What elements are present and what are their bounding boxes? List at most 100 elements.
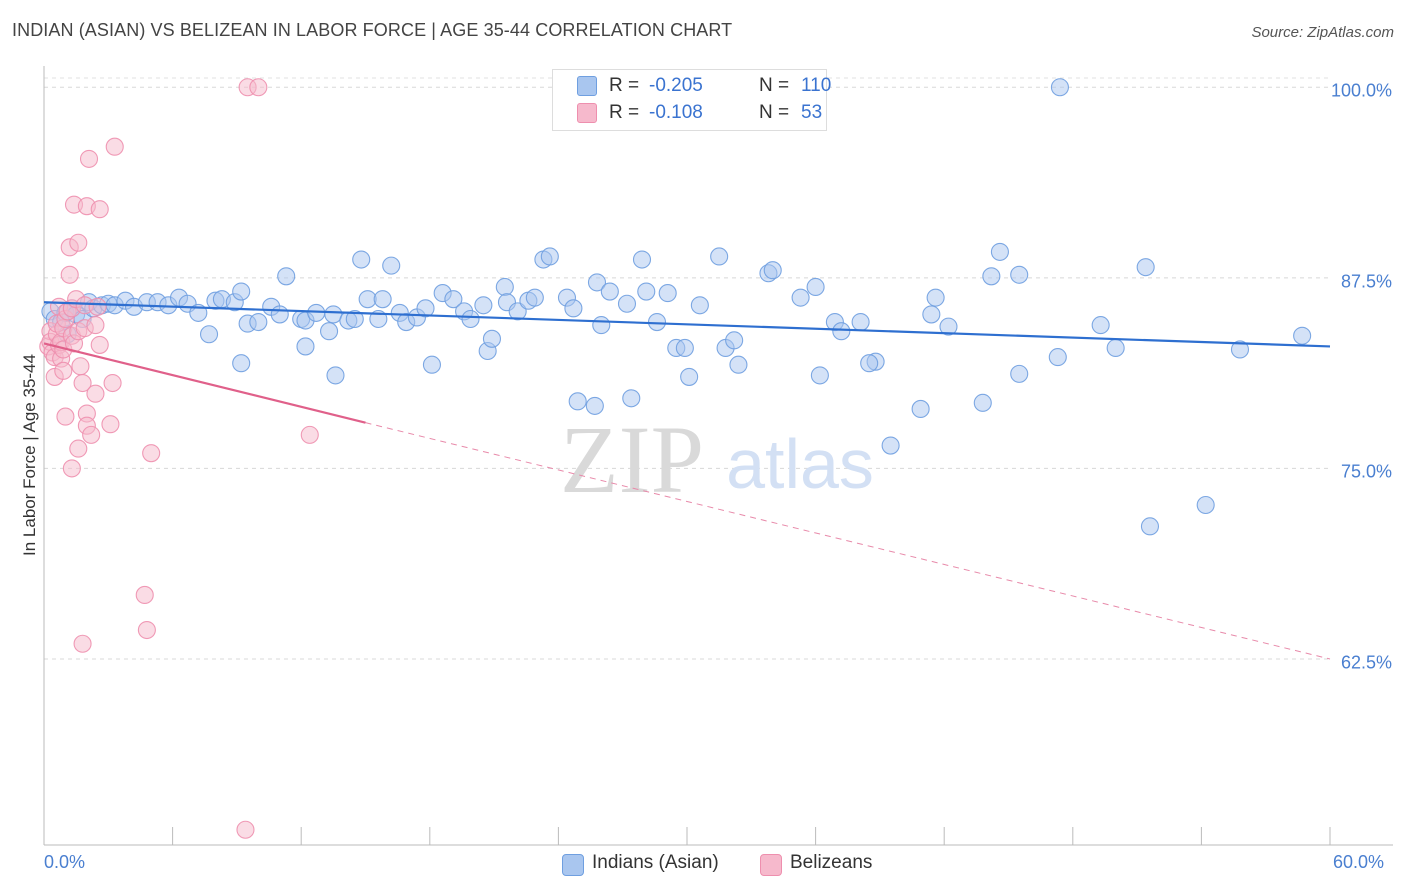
point-indians: [358, 290, 377, 309]
legend-n-label: N =: [759, 75, 790, 96]
point-indians: [296, 337, 315, 356]
point-indians: [710, 247, 729, 266]
point-indians: [508, 302, 527, 321]
point-indians: [729, 355, 748, 374]
point-indians: [422, 355, 441, 374]
point-indians: [1230, 340, 1250, 359]
point-indians: [832, 322, 851, 341]
point-indians: [806, 277, 825, 297]
point-belizeans: [86, 384, 105, 403]
point-indians: [1048, 348, 1067, 367]
point-belizeans: [101, 415, 120, 434]
point-indians: [1010, 265, 1029, 284]
point-indians: [622, 389, 641, 408]
point-indians: [277, 267, 296, 286]
series-swatch-indians: [562, 854, 584, 876]
point-belizeans: [54, 361, 73, 380]
point-indians: [249, 312, 268, 332]
x-tick-max: 60.0%: [1333, 852, 1385, 872]
legend-n-label: N =: [759, 102, 790, 123]
y-tick-label: 87.5%: [1340, 271, 1392, 292]
x-tick-min: 0.0%: [44, 852, 86, 872]
source-label: Source: ZipAtlas.com: [1251, 24, 1394, 41]
point-belizeans: [60, 265, 79, 284]
point-belizeans: [135, 585, 154, 605]
point-indians: [382, 256, 401, 275]
data-points: [39, 78, 1312, 839]
y-tick-label: 62.5%: [1340, 652, 1392, 673]
point-belizeans: [90, 335, 109, 354]
point-indians: [658, 284, 677, 303]
point-belizeans: [79, 149, 99, 168]
trend-line: [43, 301, 1331, 348]
series-swatch-belizeans: [760, 854, 782, 876]
point-indians: [320, 322, 339, 341]
point-indians: [725, 331, 744, 350]
point-indians: [495, 277, 514, 297]
chart-title: INDIAN (ASIAN) VS BELIZEAN IN LABOR FORC…: [12, 20, 733, 40]
point-belizeans: [249, 78, 268, 97]
point-belizeans: [82, 425, 101, 444]
point-indians: [444, 290, 463, 309]
point-belizeans: [142, 444, 161, 463]
point-indians: [763, 261, 782, 280]
watermark-atlas: atlas: [726, 425, 874, 503]
point-indians: [810, 366, 829, 385]
point-belizeans: [236, 820, 255, 839]
point-indians: [199, 325, 219, 344]
point-indians: [373, 290, 392, 309]
point-belizeans: [62, 459, 81, 478]
legend-r-value: -0.108: [649, 102, 703, 123]
series-label-belizeans: Belizeans: [790, 852, 873, 873]
point-indians: [1196, 495, 1215, 515]
point-indians: [973, 393, 992, 412]
point-indians: [1091, 316, 1110, 335]
point-indians: [270, 305, 289, 324]
point-indians: [564, 299, 583, 318]
point-indians: [482, 329, 502, 348]
legend-r-label: R =: [609, 102, 640, 123]
point-indians: [1140, 517, 1160, 536]
legend-n-value: 110: [801, 75, 832, 96]
point-indians: [617, 294, 637, 313]
point-belizeans: [90, 200, 109, 219]
point-belizeans: [105, 137, 124, 156]
point-indians: [1010, 364, 1029, 383]
legend-r-value: -0.205: [649, 75, 703, 96]
point-indians: [568, 392, 587, 411]
trend-line: [365, 422, 1331, 660]
point-belizeans: [69, 439, 88, 458]
point-indians: [860, 354, 879, 373]
point-indians: [1050, 78, 1069, 97]
point-indians: [881, 436, 900, 455]
point-indians: [922, 305, 941, 324]
watermark-zip: ZIP: [560, 406, 704, 513]
point-indians: [352, 250, 371, 269]
trend-lines: [43, 301, 1331, 660]
point-indians: [307, 303, 326, 322]
point-indians: [680, 367, 699, 386]
point-indians: [1293, 326, 1312, 345]
point-indians: [990, 242, 1009, 261]
point-indians: [982, 267, 1001, 286]
point-indians: [632, 250, 652, 269]
point-indians: [592, 316, 611, 335]
point-indians: [461, 309, 480, 329]
y-tick-label: 100.0%: [1330, 80, 1392, 101]
point-indians: [326, 366, 345, 385]
point-indians: [416, 299, 435, 318]
point-belizeans: [69, 233, 88, 252]
legend-r-label: R =: [609, 75, 640, 96]
axes: [43, 66, 1393, 846]
point-indians: [600, 282, 619, 301]
point-indians: [474, 296, 493, 315]
point-indians: [926, 288, 945, 307]
point-indians: [232, 354, 251, 373]
point-indians: [232, 282, 251, 301]
point-indians: [1106, 338, 1125, 358]
point-belizeans: [73, 373, 92, 393]
point-indians: [911, 399, 930, 418]
point-belizeans: [86, 316, 105, 335]
point-belizeans: [137, 620, 156, 640]
